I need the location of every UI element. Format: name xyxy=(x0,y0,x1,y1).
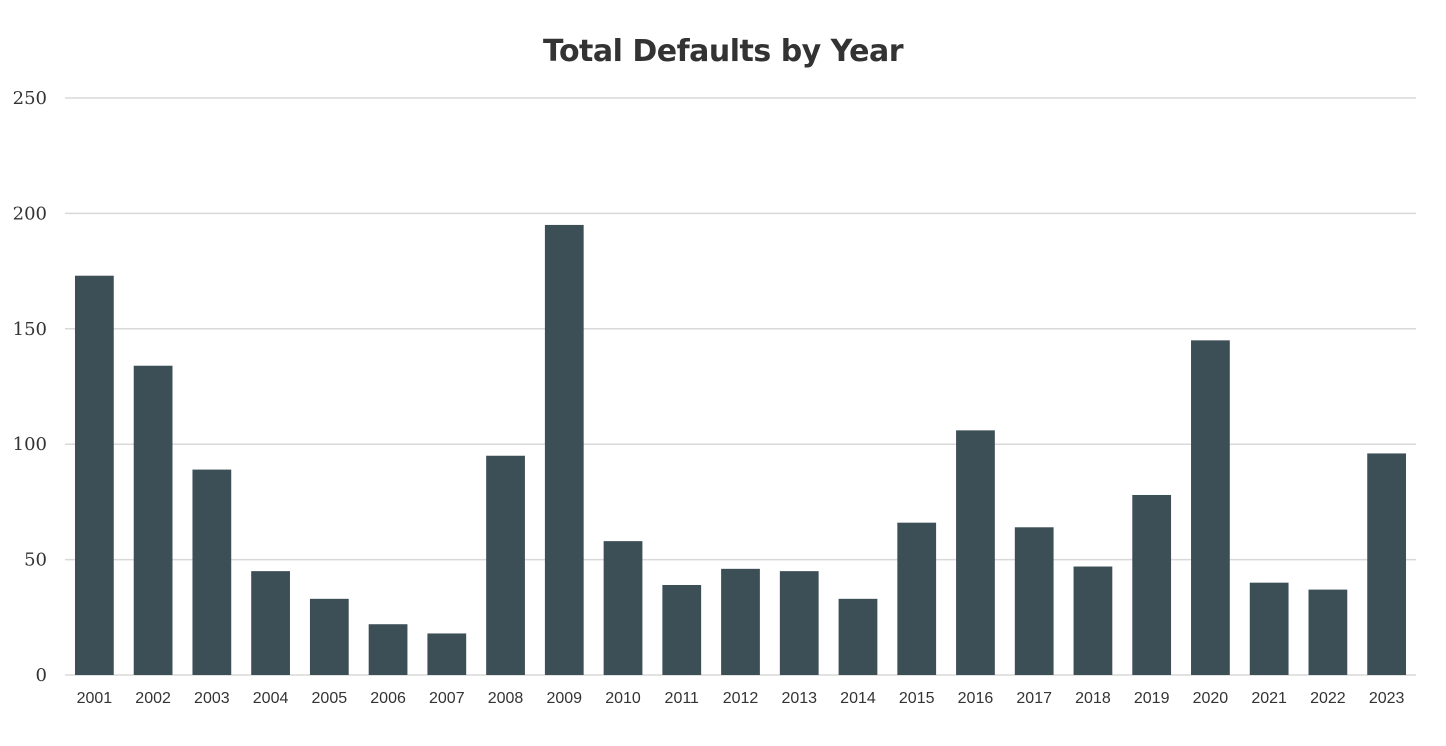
chart-title: Total Defaults by Year xyxy=(542,34,904,69)
bar-2012 xyxy=(721,568,760,675)
y-tick-label: 0 xyxy=(36,665,47,686)
bar-2016 xyxy=(956,430,995,675)
x-tick-label: 2003 xyxy=(194,690,230,707)
x-tick-label: 2013 xyxy=(781,690,817,707)
x-tick-label: 2014 xyxy=(840,690,876,707)
bar-2009 xyxy=(544,224,584,675)
y-tick-label: 250 xyxy=(13,88,47,109)
bar-2008 xyxy=(486,455,525,675)
bar-2001 xyxy=(74,275,114,675)
bar-2018 xyxy=(1073,566,1113,675)
x-tick-label: 2011 xyxy=(665,690,700,707)
gridlines xyxy=(65,97,1416,676)
x-tick-label: 2010 xyxy=(605,690,641,707)
bar-2002 xyxy=(133,365,173,675)
x-axis-ticks: 2001 2002 2003 2004 2005 2006 2007 2008 2009 2010… xyxy=(77,690,1405,707)
x-tick-label: 2021 xyxy=(1251,690,1287,707)
bar-2021 xyxy=(1249,582,1289,675)
bar-2013 xyxy=(779,571,819,675)
x-tick-label: 2016 xyxy=(958,690,994,707)
y-tick-label: 150 xyxy=(13,319,47,340)
x-tick-label: 2019 xyxy=(1134,690,1170,707)
bar-2020 xyxy=(1191,340,1230,675)
bar-2003 xyxy=(192,469,232,675)
x-tick-label: 2018 xyxy=(1075,690,1111,707)
x-tick-label: 2001 xyxy=(77,690,113,707)
bar-2023 xyxy=(1367,453,1407,675)
y-tick-label: 200 xyxy=(13,203,47,224)
x-tick-label: 2017 xyxy=(1016,690,1052,707)
x-tick-label: 2009 xyxy=(546,690,582,707)
bar-2014 xyxy=(838,598,878,675)
x-tick-label: 2005 xyxy=(312,690,348,707)
x-tick-label: 2022 xyxy=(1310,690,1346,707)
bar-2010 xyxy=(603,541,643,675)
x-tick-label: 2002 xyxy=(135,690,171,707)
bar-2006 xyxy=(368,624,408,675)
y-tick-label: 100 xyxy=(13,434,47,455)
bar-2017 xyxy=(1014,527,1054,675)
x-tick-label: 2020 xyxy=(1193,690,1229,707)
bar-2011 xyxy=(662,584,702,675)
bar-2005 xyxy=(309,598,349,675)
bar-2004 xyxy=(251,571,290,675)
x-tick-label: 2023 xyxy=(1369,690,1405,707)
x-tick-label: 2007 xyxy=(429,690,465,707)
x-tick-label: 2006 xyxy=(370,690,406,707)
bar-2022 xyxy=(1308,589,1348,675)
y-tick-label: 50 xyxy=(24,550,47,571)
bars xyxy=(74,224,1407,675)
y-axis-ticks: 0 50 100 150 200 250 xyxy=(13,88,47,686)
bar-2015 xyxy=(897,522,937,675)
x-tick-label: 2008 xyxy=(488,690,524,707)
x-tick-label: 2012 xyxy=(723,690,759,707)
x-tick-label: 2004 xyxy=(253,690,289,707)
bar-2019 xyxy=(1132,494,1172,675)
bar-2007 xyxy=(427,633,467,675)
x-tick-label: 2015 xyxy=(899,690,935,707)
